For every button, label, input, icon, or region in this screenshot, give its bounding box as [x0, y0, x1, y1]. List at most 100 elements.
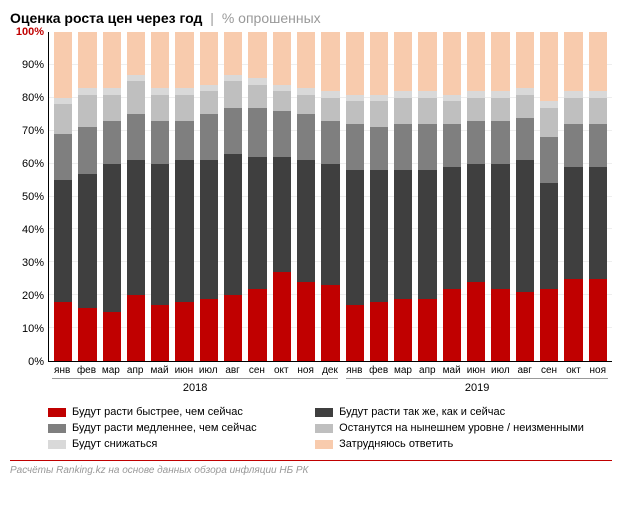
legend-item-dontknow: Затрудняюсь ответить [315, 438, 612, 450]
bar-segment-lower [540, 101, 558, 108]
legend-swatch [48, 424, 66, 433]
bar-segment-lower [443, 95, 461, 102]
bar-segment-stay [467, 98, 485, 121]
bar-segment-dontknow [370, 32, 388, 95]
bar-segment-dontknow [54, 32, 72, 98]
bar-segment-same [564, 167, 582, 279]
bar-segment-stay [443, 101, 461, 124]
legend-label: Будут расти медленнее, чем сейчас [72, 422, 257, 434]
bar [273, 32, 291, 361]
x-tick-label: май [147, 362, 171, 376]
bar-segment-dontknow [200, 32, 218, 85]
bar-segment-faster [564, 279, 582, 361]
title-subtitle: % опрошенных [222, 10, 321, 26]
bar-segment-same [103, 164, 121, 312]
x-tick-label: июл [488, 362, 512, 376]
bar-segment-same [224, 154, 242, 295]
bar-segment-faster [540, 289, 558, 361]
bar-segment-faster [127, 295, 145, 361]
x-tick-label: окт [561, 362, 585, 376]
x-tick-label: апр [123, 362, 147, 376]
bar-segment-same [175, 160, 193, 301]
bar-segment-lower [516, 88, 534, 95]
bar-segment-same [418, 170, 436, 298]
legend-row: Будут снижаться Затрудняюсь ответить [48, 436, 612, 452]
bar-segment-lower [127, 75, 145, 82]
bar-segment-slower [78, 127, 96, 173]
x-tick-label: мар [99, 362, 123, 376]
bar-segment-lower [564, 91, 582, 98]
legend-item-stay: Останутся на нынешнем уровне / неизменны… [315, 422, 612, 434]
bar-segment-slower [248, 108, 266, 157]
legend-item-lower: Будут снижаться [48, 438, 315, 450]
bar-segment-lower [394, 91, 412, 98]
bar-segment-same [200, 160, 218, 298]
bar-segment-stay [491, 98, 509, 121]
bar-segment-same [443, 167, 461, 289]
bar-segment-same [370, 170, 388, 302]
bar-segment-slower [175, 121, 193, 160]
y-tick-label: 90% [22, 59, 44, 71]
legend-item-slower: Будут расти медленнее, чем сейчас [48, 422, 315, 434]
bar [103, 32, 121, 361]
bar-segment-same [54, 180, 72, 302]
x-tick-label: май [440, 362, 464, 376]
bar-segment-faster [103, 312, 121, 361]
bar [346, 32, 364, 361]
bar-segment-dontknow [467, 32, 485, 91]
bar-segment-stay [516, 95, 534, 118]
bar-segment-dontknow [418, 32, 436, 91]
bar [127, 32, 145, 361]
bar-segment-dontknow [346, 32, 364, 95]
bar-segment-lower [54, 98, 72, 105]
bar-segment-stay [589, 98, 607, 124]
bar-segment-dontknow [516, 32, 534, 88]
bar-segment-faster [418, 299, 436, 362]
bar-segment-dontknow [589, 32, 607, 91]
bar-segment-lower [78, 88, 96, 95]
bar-segment-lower [297, 88, 315, 95]
bar-segment-lower [321, 91, 339, 98]
bar-segment-stay [175, 95, 193, 121]
bar-segment-lower [175, 88, 193, 95]
x-tick-label: сен [245, 362, 269, 376]
legend-swatch [315, 408, 333, 417]
x-tick-label: окт [269, 362, 293, 376]
bar-segment-stay [564, 98, 582, 124]
bar-segment-lower [200, 85, 218, 92]
bar-segment-lower [418, 91, 436, 98]
bar-segment-lower [370, 95, 388, 102]
bar-segment-slower [103, 121, 121, 164]
bars-container [49, 32, 612, 361]
bar [540, 32, 558, 361]
bar-segment-dontknow [78, 32, 96, 88]
bar-segment-dontknow [564, 32, 582, 91]
bar-segment-dontknow [540, 32, 558, 101]
legend-label: Затрудняюсь ответить [339, 438, 453, 450]
bar-segment-dontknow [491, 32, 509, 91]
bar [564, 32, 582, 361]
x-tick-label: фев [74, 362, 98, 376]
y-tick-label: 30% [22, 257, 44, 269]
legend-swatch [315, 424, 333, 433]
year-row: 20182019 [48, 378, 612, 394]
x-tick-label: ноя [586, 362, 610, 376]
bar-segment-faster [200, 299, 218, 362]
x-tick-label: сен [537, 362, 561, 376]
bar-segment-stay [273, 91, 291, 111]
bar [151, 32, 169, 361]
bar-segment-stay [394, 98, 412, 124]
bar-segment-same [394, 170, 412, 298]
bar-segment-slower [491, 121, 509, 164]
bar-segment-stay [346, 101, 364, 124]
bar-segment-dontknow [248, 32, 266, 78]
chart-title: Оценка роста цен через год | % опрошенны… [10, 10, 612, 26]
bar-segment-same [248, 157, 266, 289]
bar-segment-faster [151, 305, 169, 361]
bar [248, 32, 266, 361]
bar-segment-slower [394, 124, 412, 170]
bar [321, 32, 339, 361]
x-tick-label: авг [220, 362, 244, 376]
bar-segment-same [491, 164, 509, 289]
x-tick-label: дек [318, 362, 342, 376]
